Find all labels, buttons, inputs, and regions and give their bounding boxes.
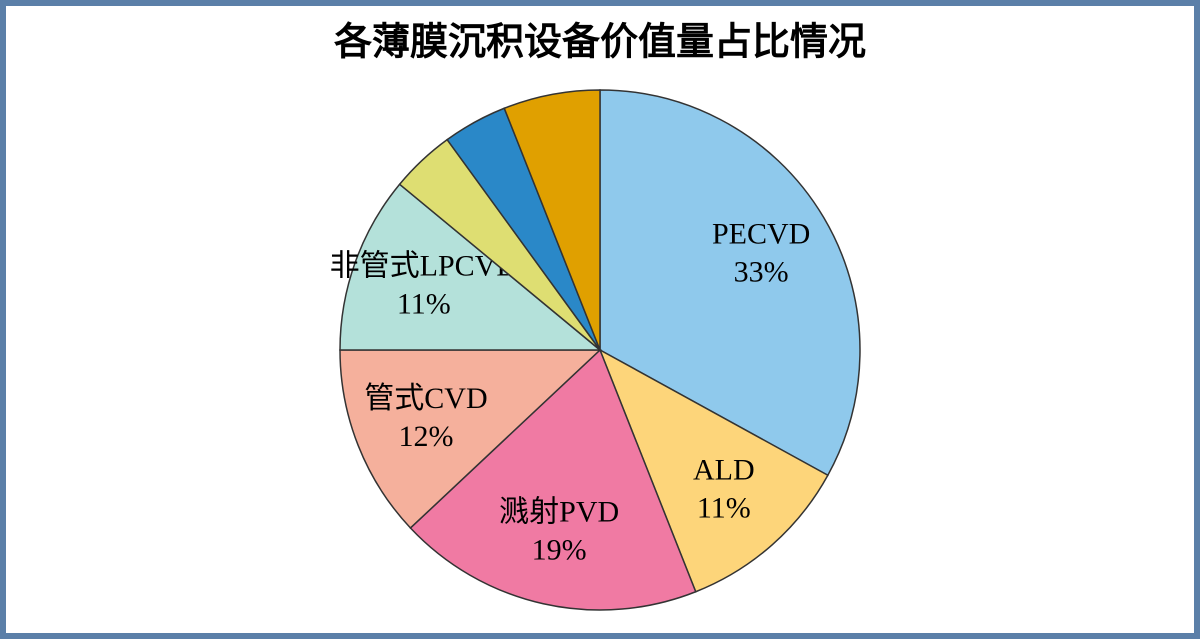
slice-label: PECVD [712, 218, 810, 251]
value-label: 12% [398, 420, 453, 453]
pie-slice [339, 349, 602, 530]
pie-slice [503, 89, 601, 351]
slice-label: 溅射PVD [499, 496, 619, 529]
value-label: 11% [397, 287, 451, 320]
pie-slice [599, 89, 861, 477]
slice-label: 管式CVD [364, 382, 487, 415]
chart-title: 各薄膜沉积设备价值量占比情况 [334, 21, 866, 64]
value-label: 33% [734, 256, 789, 289]
value-label: 19% [532, 534, 587, 567]
value-label: 11% [697, 491, 751, 524]
pie-slice [339, 183, 603, 351]
slice-label: ALD [693, 453, 755, 486]
pie-slice [409, 348, 697, 611]
pie-slice [598, 348, 829, 593]
